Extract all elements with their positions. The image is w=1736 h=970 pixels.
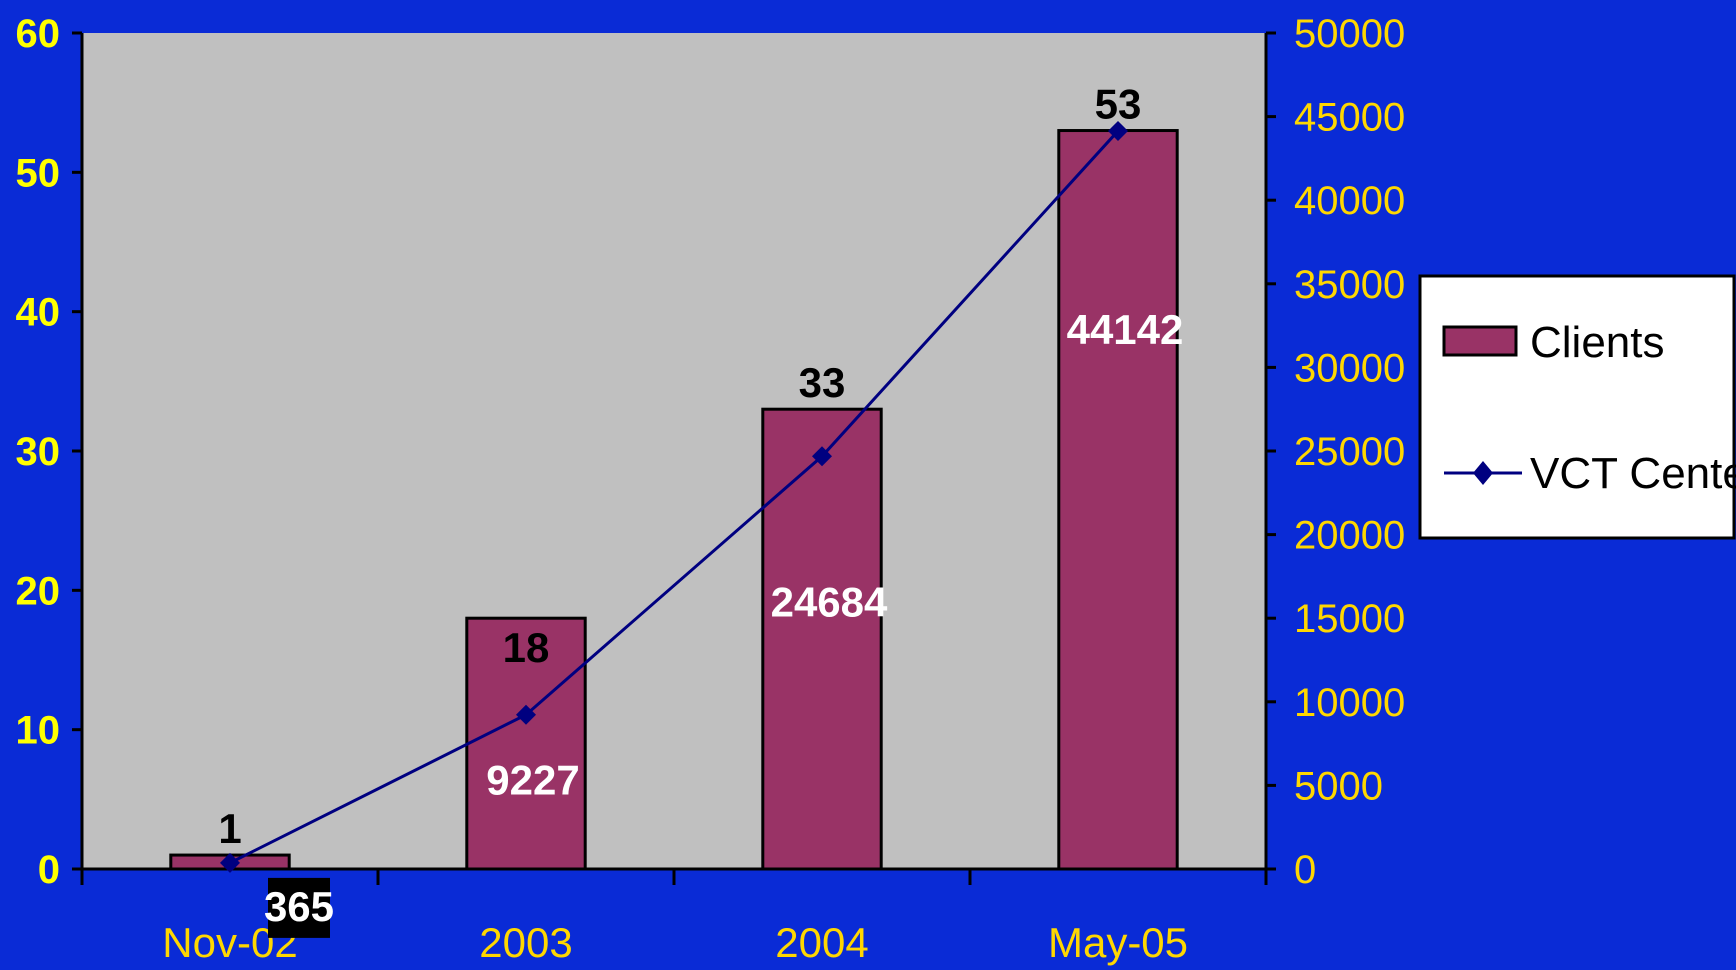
legend: Clients VCT Center [1418,274,1736,540]
bar-value-label-0: 1 [218,805,241,852]
bar-value-label-2: 33 [799,359,846,406]
right-tick-label-9: 45000 [1294,96,1405,140]
bar-clients-3 [1057,129,1179,871]
axes-layer: 0 10 20 30 40 50 60 0 5000 10000 15000 20000 25000 30… [16,12,1406,966]
left-tick-label-5: 50 [16,151,61,195]
right-tick-label-2: 10000 [1294,681,1405,725]
marker-vct-center-0 [220,852,240,873]
right-tick-label-10: 50000 [1294,12,1405,56]
right-tick-label-8: 40000 [1294,179,1405,223]
right-tick-label-7: 35000 [1294,263,1405,307]
bar-value-label-1: 18 [503,624,550,671]
left-tick-label-4: 40 [16,291,61,335]
right-tick-label-6: 30000 [1294,346,1405,390]
right-tick-label-5: 25000 [1294,430,1405,474]
right-tick-label-0: 0 [1294,848,1316,892]
left-tick-label-3: 30 [16,430,61,474]
line-vct-center [229,129,1120,865]
line-value-label-2: 24684 [771,578,888,625]
x-category-label-1: 2003 [479,919,572,966]
right-tick-label-3: 15000 [1294,597,1405,641]
legend-label-vct: VCT Center [1530,449,1736,498]
left-tick-label-2: 20 [16,569,61,613]
x-category-label-2: 2004 [775,919,868,966]
line-value-label-bg-0 [268,877,330,938]
line-value-label-1: 9227 [486,757,579,804]
left-tick-label-6: 60 [16,12,61,56]
legend-label-clients: Clients [1530,318,1665,367]
legend-box [1418,274,1736,540]
right-tick-label-4: 20000 [1294,514,1405,558]
right-tick-label-1: 5000 [1294,764,1383,808]
bars-layer [169,129,1179,871]
legend-swatch-clients [1442,325,1518,357]
marker-vct-center-2 [812,446,832,467]
bar-clients-2 [761,407,883,871]
line-series-layer [220,120,1128,873]
x-category-label-3: May-05 [1048,919,1188,966]
left-tick-label-1: 10 [16,709,61,753]
legend-marker-vct-diamond-icon [1473,461,1493,485]
line-value-label-3: 44142 [1067,306,1184,353]
line-value-label-0: 365 [264,883,334,930]
data-labels-layer: 1 18 33 53 365 9227 24684 44142 [218,81,1183,938]
left-tick-label-0: 0 [38,848,60,892]
marker-vct-center-3 [1108,120,1128,141]
bar-value-label-3: 53 [1095,81,1142,128]
marker-vct-center-1 [516,704,536,725]
